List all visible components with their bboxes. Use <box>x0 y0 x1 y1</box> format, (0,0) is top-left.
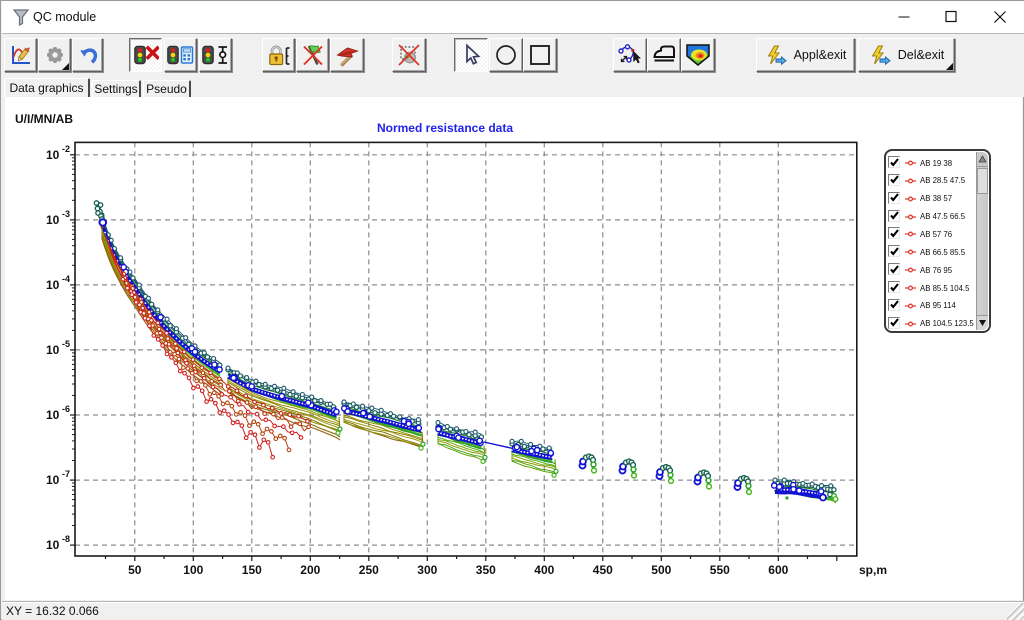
svg-text:50: 50 <box>128 563 142 577</box>
svg-text:600: 600 <box>768 563 788 577</box>
svg-text:10: 10 <box>46 473 60 487</box>
svg-text:200: 200 <box>300 563 320 577</box>
svg-text:10: 10 <box>46 213 60 227</box>
svg-text:400: 400 <box>534 563 554 577</box>
svg-text:500: 500 <box>651 563 671 577</box>
svg-text:-6: -6 <box>62 404 70 414</box>
svg-text:350: 350 <box>476 563 496 577</box>
svg-text:10: 10 <box>46 408 60 422</box>
svg-text:-7: -7 <box>62 469 70 479</box>
svg-text:-8: -8 <box>62 534 70 544</box>
svg-text:-2: -2 <box>62 144 70 154</box>
svg-text:U/I/MN/AB: U/I/MN/AB <box>15 112 73 126</box>
svg-text:250: 250 <box>359 563 379 577</box>
svg-text:sp,m: sp,m <box>859 563 887 577</box>
svg-text:450: 450 <box>593 563 613 577</box>
svg-text:10: 10 <box>46 148 60 162</box>
svg-text:300: 300 <box>417 563 437 577</box>
svg-text:-5: -5 <box>62 339 70 349</box>
svg-text:550: 550 <box>710 563 730 577</box>
svg-text:10: 10 <box>46 538 60 552</box>
svg-text:-4: -4 <box>62 274 70 284</box>
svg-text:10: 10 <box>46 343 60 357</box>
svg-text:150: 150 <box>242 563 262 577</box>
svg-text:100: 100 <box>183 563 203 577</box>
svg-text:10: 10 <box>46 278 60 292</box>
svg-text:-3: -3 <box>62 209 70 219</box>
svg-text:Normed resistance data: Normed resistance data <box>377 121 513 135</box>
